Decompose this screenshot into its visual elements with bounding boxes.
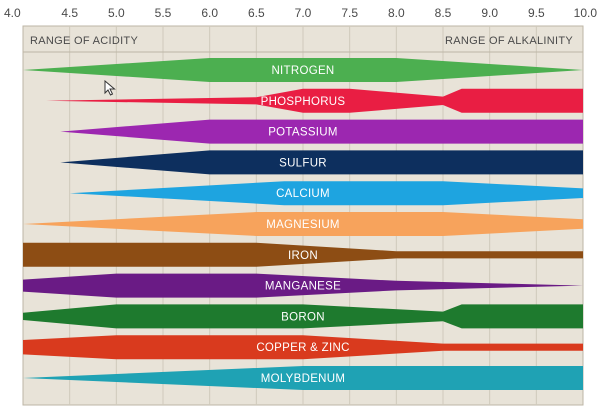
nutrient-band-label: MAGNESIUM <box>266 219 340 231</box>
range-of-alkalinity-label: RANGE OF ALKALINITY <box>445 35 573 47</box>
range-of-acidity-label: RANGE OF ACIDITY <box>30 35 138 47</box>
x-tick-label: 10.0 <box>574 6 598 20</box>
nutrient-band-potassium <box>60 119 584 144</box>
x-tick-label: 7.5 <box>341 6 358 20</box>
nutrient-band-label: BORON <box>281 311 325 323</box>
x-tick-label: 5.5 <box>155 6 172 20</box>
nutrient-band-copper-zinc <box>23 335 583 360</box>
nutrient-band-magnesium <box>23 212 583 236</box>
x-tick-label: 9.5 <box>528 6 545 20</box>
nutrient-band-sulfur <box>60 150 584 175</box>
x-tick-label: 4.5 <box>61 6 78 20</box>
nutrient-band-label: POTASSIUM <box>268 127 338 139</box>
nutrient-band-iron <box>23 242 583 267</box>
nutrient-band-label: IRON <box>288 250 318 262</box>
x-tick-label: 4.0 <box>4 6 21 20</box>
nutrient-band-label: COPPER & ZINC <box>256 342 349 354</box>
nutrient-band-label: SULFUR <box>279 157 327 169</box>
nutrient-band-nitrogen <box>23 58 583 82</box>
x-tick-label: 6.5 <box>248 6 265 20</box>
x-tick-label: 7.0 <box>295 6 312 20</box>
x-tick-label: 8.0 <box>388 6 405 20</box>
x-tick-label: 9.0 <box>481 6 498 20</box>
x-tick-label: 8.5 <box>435 6 452 20</box>
nutrient-band-label: CALCIUM <box>276 188 330 200</box>
nutrient-bands: NITROGEN PHOSPHORUS POTASSIUM SULFUR CALCIUM… <box>23 58 584 390</box>
x-axis-tick-labels: 4.0 4.5 5.0 5.5 6.0 6.5 7.0 7.5 8.0 8.5 9.0 9.5 10.0 <box>4 6 597 20</box>
nutrient-band-label: MANGANESE <box>265 281 341 293</box>
x-tick-label: 6.0 <box>201 6 218 20</box>
nutrient-band-boron <box>23 304 583 329</box>
nutrient-band-phosphorus <box>46 88 584 113</box>
nutrient-band-label: NITROGEN <box>271 65 334 77</box>
nutrient-band-manganese <box>23 273 583 298</box>
nutrient-band-label: MOLYBDENUM <box>261 373 346 385</box>
nutrient-band-label: PHOSPHORUS <box>261 96 346 108</box>
nutrient-band-calcium <box>69 181 583 206</box>
x-tick-label: 5.0 <box>108 6 125 20</box>
mouse-pointer-icon <box>104 80 116 96</box>
nutrient-band-molybdenum <box>23 366 583 390</box>
